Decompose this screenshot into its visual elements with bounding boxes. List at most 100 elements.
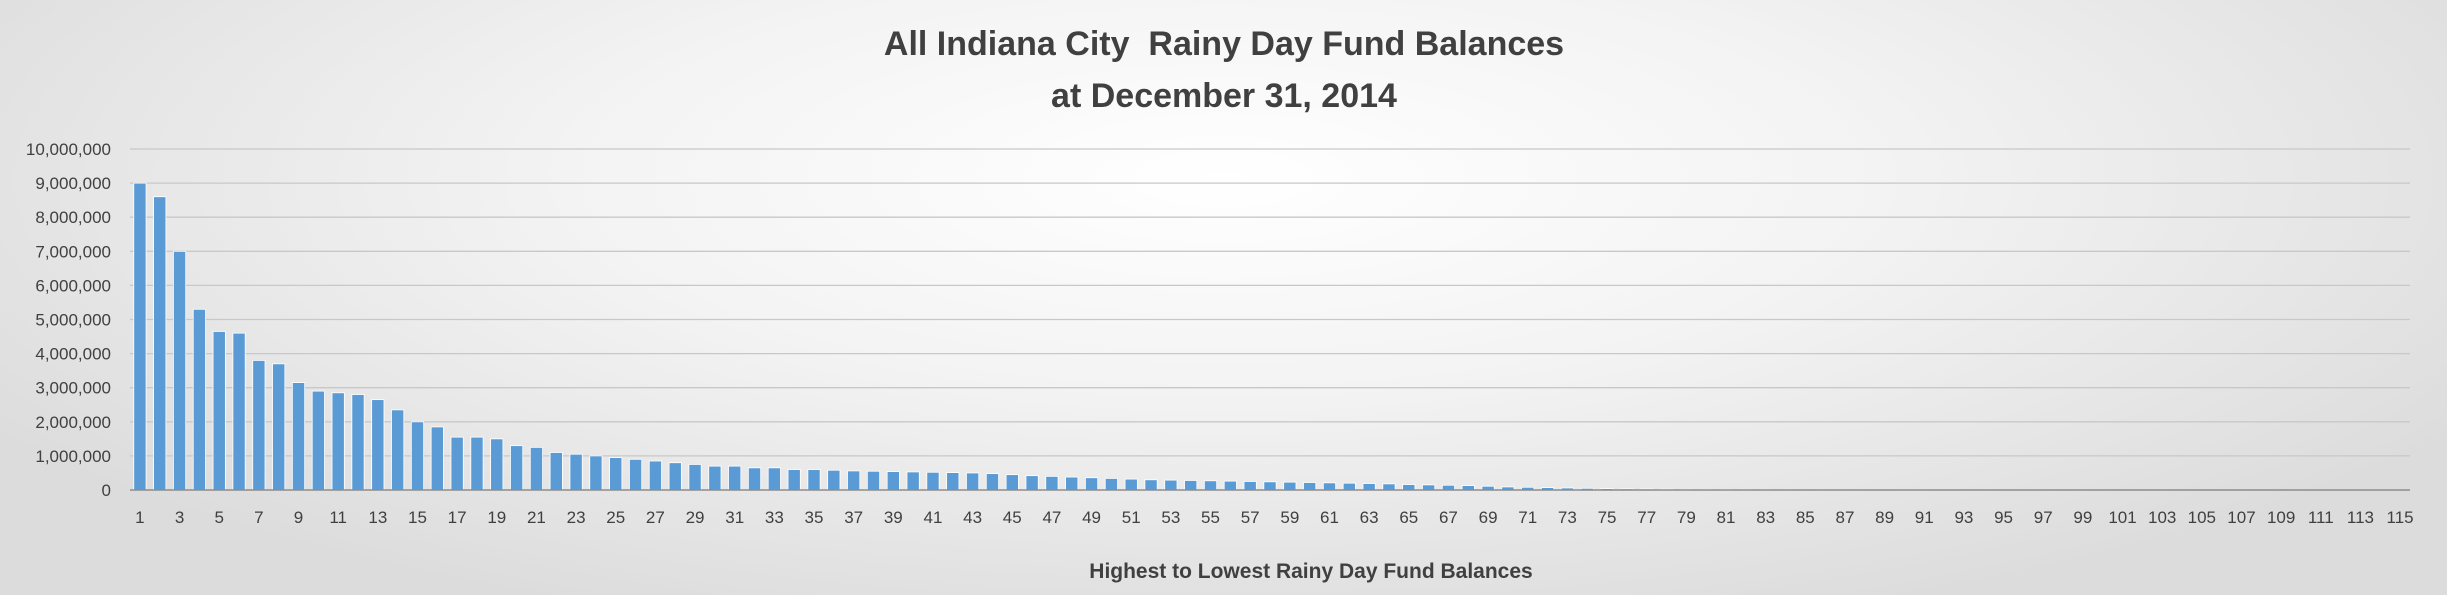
bar [1104,478,1118,491]
chart-subtitle: at December 31, 2014 [1051,77,1397,115]
bar [510,445,524,491]
bar [688,464,702,491]
x-tick-label: 97 [2034,508,2053,527]
x-tick-label: 25 [606,508,625,527]
bar [272,363,286,491]
x-tick-label: 75 [1598,508,1617,527]
bar [569,453,583,491]
x-tick-label: 53 [1161,508,1180,527]
x-tick-label: 107 [2227,508,2255,527]
bar [1085,477,1099,491]
x-tick-label: 41 [923,508,942,527]
bar [1303,482,1317,491]
x-tick-label: 71 [1518,508,1537,527]
bar [252,360,266,491]
y-tick-label: 1,000,000 [35,447,111,466]
bar [827,469,841,491]
x-tick-label: 113 [2347,508,2374,527]
x-tick-label: 5 [214,508,223,527]
x-tick-label: 61 [1320,508,1339,527]
bar [728,465,742,491]
bar [1203,480,1218,491]
bar [609,457,623,491]
gridlines [130,148,2410,457]
x-tick-label: 3 [175,508,184,527]
x-tick-label: 13 [368,508,387,527]
bar [430,426,444,491]
bar [985,473,999,491]
x-axis-tick-labels: 1 3 5 7 9 11 13 15 17 19 21 23 25 27 29 31 33 35 37 39 41 43 4… [135,508,2413,527]
bar [1263,481,1277,491]
bar [1124,478,1138,491]
x-tick-label: 21 [527,508,546,527]
x-tick-label: 55 [1201,508,1220,527]
x-tick-label: 93 [1954,508,1973,527]
bar [1045,475,1059,491]
bar [391,409,405,491]
x-tick-label: 81 [1717,508,1736,527]
x-tick-label: 11 [329,508,347,527]
bar [371,399,385,491]
bar [787,469,801,491]
x-tick-label: 51 [1122,508,1141,527]
x-tick-label: 99 [2073,508,2092,527]
bar [926,471,940,491]
bar [331,392,345,491]
bar [1243,481,1257,491]
bars [133,182,2407,491]
bar [1342,482,1356,491]
x-tick-label: 17 [448,508,467,527]
bar [1065,476,1079,491]
bar [906,471,920,491]
x-tick-label: 67 [1439,508,1458,527]
x-tick-label: 101 [2108,508,2136,527]
x-tick-label: 29 [686,508,705,527]
bar [1184,480,1198,491]
x-tick-label: 47 [1042,508,1061,527]
bar [1025,475,1039,491]
bar [549,452,563,491]
bar [708,465,722,491]
bar [351,394,365,491]
bar [1322,482,1337,491]
x-tick-label: 73 [1558,508,1577,527]
x-tick-label: 39 [884,508,903,527]
x-tick-label: 15 [408,508,427,527]
bar [450,436,464,491]
x-tick-label: 45 [1003,508,1022,527]
x-tick-label: 9 [294,508,303,527]
y-tick-label: 6,000,000 [35,276,111,295]
y-axis-tick-labels: 0 1,000,000 2,000,000 3,000,000 4,000,000 5,0… [26,140,111,500]
bar [966,472,980,491]
x-tick-label: 63 [1360,508,1379,527]
y-tick-label: 10,000,000 [26,140,111,159]
bar [192,308,206,491]
x-tick-label: 69 [1479,508,1498,527]
x-tick-label: 7 [254,508,263,527]
bar [1223,480,1237,491]
x-tick-label: 83 [1756,508,1775,527]
x-tick-label: 89 [1875,508,1894,527]
x-tick-label: 27 [646,508,665,527]
bar [1402,484,1416,491]
x-tick-label: 87 [1835,508,1854,527]
bar [668,462,682,491]
bar [847,470,861,491]
bar [866,470,881,491]
x-tick-label: 105 [2188,508,2216,527]
x-tick-label: 77 [1637,508,1656,527]
x-tick-label: 23 [567,508,586,527]
x-tick-label: 59 [1280,508,1299,527]
bar [153,196,167,491]
x-tick-label: 33 [765,508,784,527]
bar [946,472,960,491]
bar [1362,483,1376,491]
y-tick-label: 0 [102,481,111,500]
x-tick-label: 65 [1399,508,1418,527]
bar [807,469,821,491]
y-tick-label: 4,000,000 [35,345,111,364]
bar [1422,484,1436,491]
bar [490,438,504,491]
bar [1164,479,1178,491]
